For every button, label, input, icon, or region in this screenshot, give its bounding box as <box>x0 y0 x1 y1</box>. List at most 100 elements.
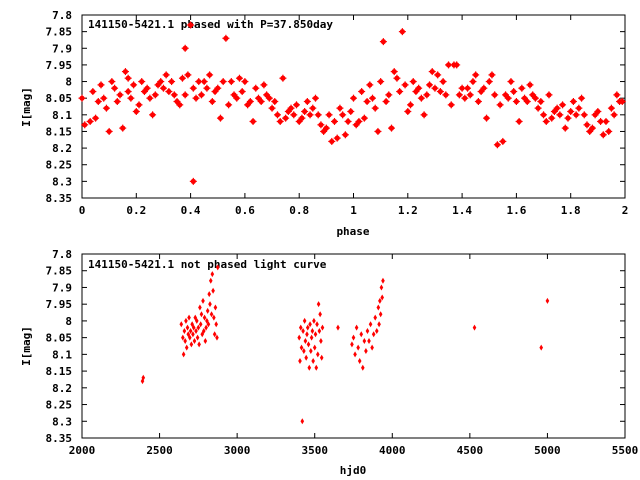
phased-data-point <box>360 114 368 122</box>
phased-data-point <box>235 74 243 82</box>
phased-data-point <box>398 28 406 36</box>
phased-data-point <box>159 84 167 92</box>
unphased-data-point <box>192 337 197 344</box>
phased-data-point <box>507 78 515 86</box>
unphased-y-tick-label: 7.9 <box>52 281 72 294</box>
unphased-data-point <box>141 374 146 381</box>
phased-data-point <box>531 94 539 102</box>
phased-data-point <box>287 104 295 112</box>
unphased-data-point <box>215 334 219 341</box>
phased-data-point <box>208 98 216 106</box>
phased-data-point <box>382 98 390 106</box>
phased-data-point <box>594 107 602 115</box>
unphased-data-point <box>307 364 312 371</box>
unphased-x-tick-label: 3500 <box>301 444 328 457</box>
phased-data-point <box>290 111 298 119</box>
phased-x-tick-label: 2 <box>622 204 629 217</box>
phased-data-point <box>607 104 615 112</box>
unphased-data-point <box>181 334 185 341</box>
phased-data-point <box>143 84 151 92</box>
phased-data-point <box>434 71 442 79</box>
phased-data-point <box>485 78 493 86</box>
unphased-x-tick-label: 2500 <box>146 444 173 457</box>
phased-data-point <box>445 61 453 69</box>
phased-data-point <box>170 91 178 99</box>
phased-data-point <box>404 107 412 115</box>
unphased-data-point <box>301 327 305 334</box>
phased-data-point <box>121 68 129 76</box>
phased-data-point <box>537 98 545 106</box>
phased-data-point <box>181 91 189 99</box>
phased-data-point <box>78 94 86 102</box>
unphased-data-point <box>380 294 385 301</box>
unphased-x-tick-label: 5500 <box>612 444 639 457</box>
unphased-x-tick-label: 3000 <box>224 444 251 457</box>
phased-x-tick-label: 1.2 <box>398 204 418 217</box>
phased-data-point <box>488 71 496 79</box>
unphased-data-point <box>199 311 204 318</box>
phased-x-tick-label: 1.8 <box>561 204 581 217</box>
unphased-data-point <box>204 324 208 331</box>
unphased-data-point <box>361 364 365 371</box>
unphased-data-point <box>196 324 201 331</box>
unphased-x-tick-label: 5000 <box>534 444 561 457</box>
phased-data-point <box>344 117 352 125</box>
phased-data-point <box>265 94 273 102</box>
phased-data-point <box>439 78 447 86</box>
phased-data-point <box>572 111 580 119</box>
phased-data-point <box>358 88 366 96</box>
phased-data-point <box>260 81 268 89</box>
phased-data-point <box>311 94 319 102</box>
unphased-data-point <box>318 311 322 318</box>
phased-data-point <box>271 98 279 106</box>
unphased-data-point <box>381 277 385 284</box>
unphased-data-point <box>210 271 215 278</box>
phased-data-point <box>124 88 132 96</box>
phased-x-tick-label: 1.6 <box>506 204 526 217</box>
unphased-x-axis-label: hjd0 <box>340 464 367 477</box>
phased-data-point <box>588 124 596 132</box>
unphased-data-point <box>213 304 218 311</box>
phased-x-tick-label: 0.8 <box>289 204 309 217</box>
phased-data-point <box>227 78 235 86</box>
phased-data-point <box>388 124 396 132</box>
phased-data-point <box>561 124 569 132</box>
unphased-data-point <box>205 317 209 324</box>
phased-data-point <box>401 81 409 89</box>
unphased-data-point <box>376 304 381 311</box>
unphased-y-tick-label: 8.1 <box>52 348 72 361</box>
unphased-y-tick-label: 8.35 <box>46 432 73 445</box>
unphased-plot-frame <box>81 253 626 439</box>
phased-data-point <box>219 78 227 86</box>
phased-data-point <box>151 91 159 99</box>
phased-data-point <box>428 68 436 76</box>
unphased-data-point <box>198 321 203 328</box>
phased-data-point <box>86 117 94 125</box>
unphased-data-point <box>373 314 378 321</box>
phased-data-point <box>355 117 363 125</box>
phased-data-point <box>279 74 287 82</box>
phased-data-point <box>317 121 325 129</box>
unphased-data-point <box>302 317 307 324</box>
phased-data-point <box>580 111 588 119</box>
phased-data-point <box>518 84 526 92</box>
phased-data-point <box>436 88 444 96</box>
phased-data-point <box>409 78 417 86</box>
phased-y-tick-label: 8.1 <box>52 109 72 122</box>
phased-data-point <box>276 117 284 125</box>
phased-y-tick-label: 8.15 <box>46 125 73 138</box>
phased-data-point <box>464 84 472 92</box>
phased-data-point <box>559 101 567 109</box>
unphased-data-point <box>378 297 382 304</box>
phased-y-tick-label: 8.35 <box>46 192 73 205</box>
phased-data-point <box>491 91 499 99</box>
unphased-data-point <box>184 317 188 324</box>
phased-data-point <box>336 104 344 112</box>
phased-data-point <box>192 94 200 102</box>
phased-data-point <box>363 98 371 106</box>
unphased-data-point <box>319 337 323 344</box>
unphased-data-point <box>182 327 187 334</box>
unphased-data-point <box>297 334 301 341</box>
unphased-data-point <box>379 284 384 291</box>
phased-data-point <box>605 127 613 135</box>
